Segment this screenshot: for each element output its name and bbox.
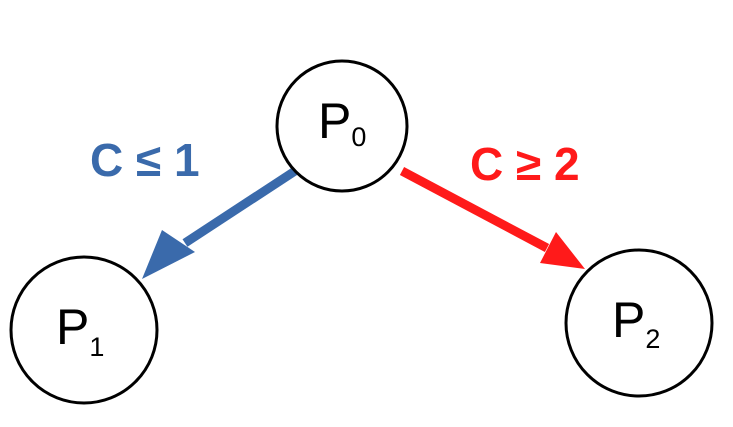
- node-p1-label: P1: [56, 299, 104, 362]
- edge-label-left: C ≤ 1: [90, 134, 200, 186]
- node-p1-circle: [9, 255, 159, 405]
- node-p2: P2: [564, 248, 714, 398]
- node-p1: P1: [9, 255, 159, 405]
- node-p1-subscript: 1: [89, 332, 104, 362]
- node-p1-letter: P: [56, 299, 89, 355]
- edge-p0-p2: [399, 167, 585, 269]
- node-p0-circle: [275, 59, 409, 193]
- node-p2-label: P2: [612, 292, 660, 354]
- node-p2-letter: P: [612, 292, 645, 348]
- edge-p0-p2-arrowhead: [540, 232, 585, 269]
- node-p0-subscript: 0: [351, 122, 366, 152]
- node-p2-subscript: 2: [645, 324, 660, 354]
- node-p2-circle: [564, 248, 714, 398]
- edge-p0-p1-arrowhead: [142, 230, 195, 279]
- node-p0: P0: [275, 59, 409, 193]
- edge-label-right: C ≥ 2: [470, 138, 580, 190]
- node-p0-letter: P: [318, 93, 351, 149]
- edge-p0-p1-line: [182, 167, 298, 247]
- edge-p0-p2-line: [399, 167, 550, 252]
- edge-p0-p1: [142, 167, 298, 279]
- node-p0-label: P0: [318, 93, 366, 152]
